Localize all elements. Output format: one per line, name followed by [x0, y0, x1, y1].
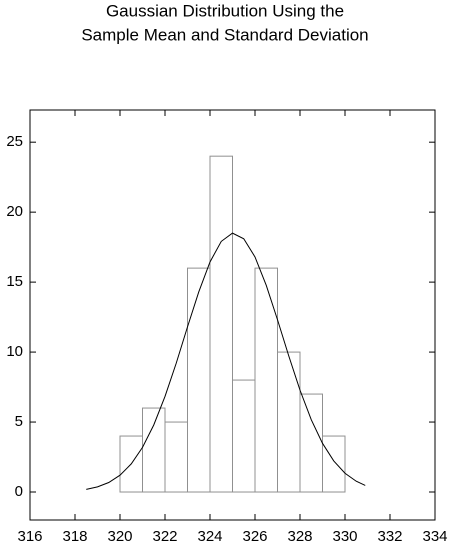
histogram-bar: [142, 407, 166, 493]
histogram-bar: [277, 351, 301, 493]
histogram-bar: [187, 267, 211, 493]
y-tick-label: 25: [6, 133, 23, 150]
histogram-bar: [299, 393, 323, 493]
histogram-bar: [232, 379, 256, 493]
y-tick-label: 15: [6, 273, 23, 290]
x-tick-label: 334: [422, 528, 447, 545]
plot-frame: [29, 109, 436, 521]
x-tick-label: 330: [332, 528, 357, 545]
y-tick-label: 10: [6, 343, 23, 360]
x-tick-label: 332: [377, 528, 402, 545]
histogram-bar: [254, 267, 278, 493]
chart-title: Sample Mean and Standard Deviation: [81, 25, 368, 44]
x-tick-label: 320: [107, 528, 132, 545]
x-tick-label: 324: [197, 528, 222, 545]
y-tick-label: 20: [6, 203, 23, 220]
x-tick-label: 326: [242, 528, 267, 545]
x-tick-label: 316: [17, 528, 42, 545]
chart-title: Gaussian Distribution Using the: [106, 1, 344, 20]
histogram-bar: [209, 155, 233, 493]
histogram-bar: [322, 435, 346, 493]
x-tick-label: 328: [287, 528, 312, 545]
y-tick-label: 0: [15, 483, 23, 500]
x-tick-label: 318: [62, 528, 87, 545]
histogram-bar: [164, 421, 188, 493]
x-tick-label: 322: [152, 528, 177, 545]
y-tick-label: 5: [15, 413, 23, 430]
gaussian-curve: [86, 232, 366, 490]
